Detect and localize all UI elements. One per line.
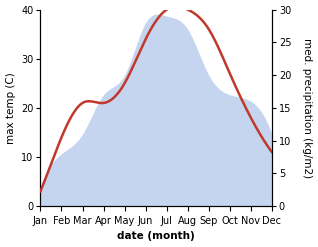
X-axis label: date (month): date (month) xyxy=(117,231,195,242)
Y-axis label: med. precipitation (kg/m2): med. precipitation (kg/m2) xyxy=(302,38,313,178)
Y-axis label: max temp (C): max temp (C) xyxy=(5,72,16,144)
